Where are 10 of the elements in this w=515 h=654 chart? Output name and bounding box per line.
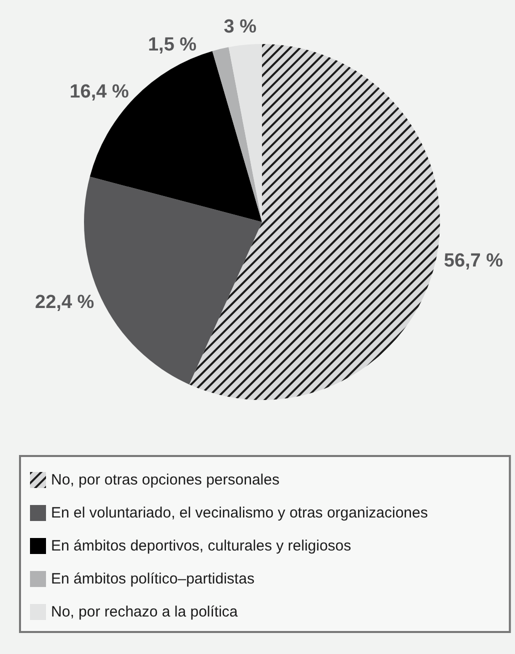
- data-label: 22,4 %: [35, 292, 94, 313]
- data-label: 1,5 %: [148, 34, 197, 56]
- legend-label: No, por otras opciones personales: [51, 472, 280, 488]
- legend-label: No, por rechazo a la política: [51, 604, 238, 620]
- data-label: 56,7 %: [444, 250, 504, 272]
- legend-label: En el voluntariado, el vecinalismo y otras organizaciones: [51, 504, 428, 522]
- legend-label: En ámbitos deportivos, culturales y religiosos: [51, 538, 352, 554]
- data-label: 3 %: [224, 16, 257, 38]
- data-label: 16,4 %: [70, 82, 129, 103]
- legend-label: En ámbitos político–partidistas: [51, 570, 254, 588]
